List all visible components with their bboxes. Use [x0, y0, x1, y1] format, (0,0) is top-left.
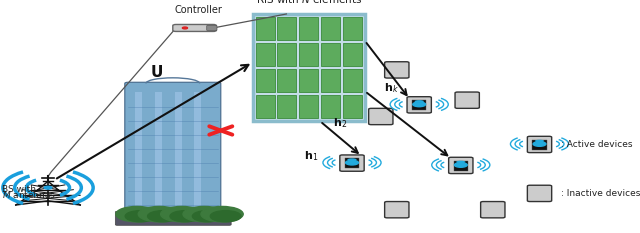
Text: Controller: Controller — [175, 5, 222, 15]
Bar — [321, 69, 340, 92]
Circle shape — [148, 211, 179, 222]
Bar — [300, 43, 318, 66]
Circle shape — [182, 27, 188, 29]
Circle shape — [413, 102, 426, 107]
Circle shape — [170, 211, 201, 222]
Circle shape — [454, 163, 467, 167]
Bar — [255, 95, 275, 118]
Bar — [321, 95, 340, 118]
Text: : Active devices: : Active devices — [561, 140, 633, 149]
Bar — [135, 92, 142, 211]
Text: $M$ antennas: $M$ antennas — [2, 189, 56, 200]
FancyBboxPatch shape — [385, 62, 409, 78]
Bar — [255, 43, 275, 66]
Bar — [300, 69, 318, 92]
Circle shape — [138, 206, 180, 222]
FancyBboxPatch shape — [369, 108, 393, 125]
Bar — [175, 92, 182, 211]
Bar — [255, 69, 275, 92]
Text: : Inactive devices: : Inactive devices — [561, 189, 640, 198]
FancyBboxPatch shape — [340, 155, 364, 171]
Bar — [343, 17, 362, 40]
Bar — [454, 161, 468, 171]
FancyBboxPatch shape — [385, 202, 409, 218]
FancyBboxPatch shape — [407, 97, 431, 113]
FancyBboxPatch shape — [527, 185, 552, 202]
Bar — [300, 17, 318, 40]
Bar — [255, 17, 275, 40]
Bar — [155, 92, 162, 211]
Bar — [278, 95, 296, 118]
Text: $\mathbf{h}_k$: $\mathbf{h}_k$ — [384, 82, 399, 96]
Bar — [343, 95, 362, 118]
FancyBboxPatch shape — [173, 24, 216, 31]
Bar — [195, 92, 202, 211]
Circle shape — [125, 211, 156, 222]
Bar — [532, 140, 547, 150]
Text: RIS with $N$ elements: RIS with $N$ elements — [255, 0, 362, 5]
FancyBboxPatch shape — [455, 92, 479, 108]
Circle shape — [346, 160, 358, 165]
Circle shape — [116, 206, 158, 222]
Circle shape — [193, 211, 223, 222]
Text: $\mathbf{U}$: $\mathbf{U}$ — [150, 64, 163, 80]
Bar — [343, 43, 362, 66]
FancyBboxPatch shape — [527, 136, 552, 153]
Bar — [321, 17, 340, 40]
Text: $\mathbf{h}_1$: $\mathbf{h}_1$ — [304, 149, 318, 163]
Circle shape — [183, 206, 225, 222]
FancyBboxPatch shape — [481, 202, 505, 218]
FancyBboxPatch shape — [115, 211, 231, 225]
Text: $\mathbf{h}_2$: $\mathbf{h}_2$ — [333, 116, 347, 130]
FancyBboxPatch shape — [449, 157, 473, 174]
Bar — [345, 158, 359, 168]
Circle shape — [211, 211, 241, 222]
Bar — [321, 43, 340, 66]
Bar — [278, 69, 296, 92]
Circle shape — [44, 186, 52, 189]
Bar — [278, 43, 296, 66]
Circle shape — [201, 206, 243, 222]
Circle shape — [161, 206, 203, 222]
Bar — [300, 95, 318, 118]
Circle shape — [533, 142, 546, 146]
Text: BS with: BS with — [2, 185, 36, 194]
FancyBboxPatch shape — [207, 25, 217, 31]
Bar — [343, 69, 362, 92]
Bar — [278, 17, 296, 40]
Bar — [412, 100, 426, 110]
FancyBboxPatch shape — [125, 82, 221, 213]
FancyBboxPatch shape — [253, 14, 365, 121]
